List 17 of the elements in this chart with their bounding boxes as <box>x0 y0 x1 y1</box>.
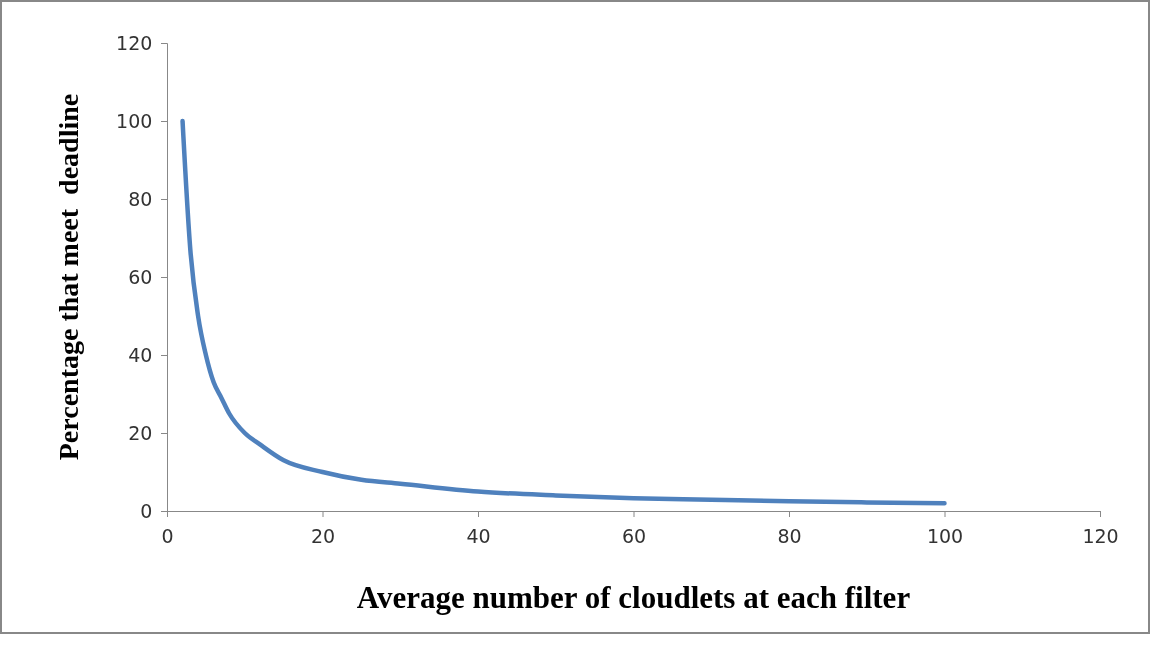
x-axis-title: Average number of cloudlets at each filter <box>356 580 911 615</box>
x-tick-label: 20 <box>310 524 336 547</box>
x-tick-label: 100 <box>926 524 964 547</box>
y-axis-title: Percentage that meet deadline <box>53 93 84 461</box>
y-tick-label: 20 <box>128 421 153 444</box>
y-tick-label: 100 <box>116 109 153 132</box>
x-tick-label: 80 <box>777 524 802 547</box>
y-tick-label: 120 <box>116 31 153 54</box>
x-tick-label: 40 <box>466 524 491 547</box>
line-series <box>180 118 947 506</box>
x-tick-label: 120 <box>1082 524 1119 547</box>
y-tick-label: 40 <box>128 343 153 366</box>
y-tick-label: 80 <box>128 187 153 210</box>
x-tick-label: 0 <box>161 524 174 547</box>
y-tick-label: 0 <box>140 499 153 522</box>
y-tick-label: 60 <box>128 265 153 288</box>
x-tick-label: 60 <box>621 524 647 547</box>
